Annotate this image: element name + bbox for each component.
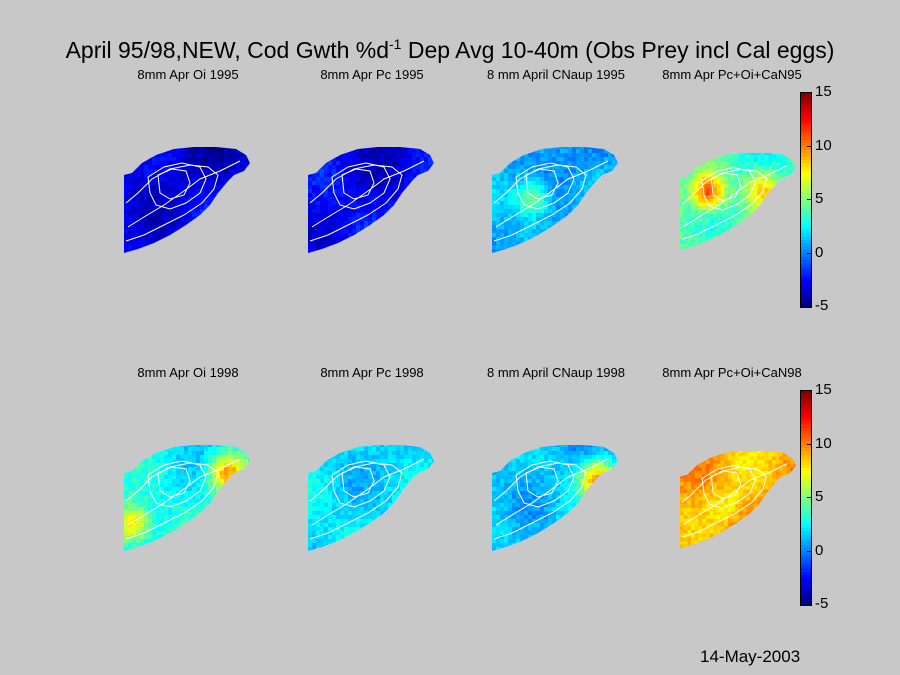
panel-map [680,152,796,251]
depth-contour [701,167,756,211]
colorbar-bottom [800,390,812,606]
colorbar-tick-mark [807,497,811,498]
colorbar-tick-mark [807,306,811,307]
panel-title: 8 mm April CNaup 1995 [486,67,625,82]
date-stamp: 14-May-2003 [700,647,801,666]
colorbar-tick-label: 5 [815,488,824,505]
colorbar-tick-label: 0 [815,541,824,559]
panel-title: 8mm Apr Pc 1998 [320,365,424,380]
depth-contour [681,466,768,538]
panel-map [492,147,618,253]
depth-contour [681,168,768,240]
depth-contour [515,460,575,508]
figure-title: April 95/98,NEW, Cod Gwth %d-1 Dep Avg 1… [65,36,835,63]
colorbar-tick-label: 5 [815,190,824,207]
colorbar-tick-label: 15 [815,381,832,398]
panel-title: 8mm Apr Oi 1995 [137,67,239,82]
panel-title: 8mm Apr Oi 1998 [137,365,239,380]
depth-contour [127,458,241,526]
colorbar-tick-mark [807,390,811,391]
colorbar-tick-label: 15 [815,83,832,100]
panel-title: 8mm Apr Pc+Oi+CaN95 [662,67,802,82]
colorbar-tick-label: -5 [815,297,829,314]
colorbar-top [800,92,812,308]
colorbar-tick-mark [807,550,811,552]
panel-title: 8mm Apr Pc+Oi+CaN98 [662,365,802,380]
colorbar-tick-label: -5 [815,595,829,612]
depth-contour [515,162,575,210]
depth-contour [309,462,403,540]
depth-contour [125,164,219,242]
panel-map [492,445,618,551]
depth-contour [147,162,207,210]
panel-map [124,445,250,551]
depth-contour [701,465,756,509]
depth-contour [147,460,207,508]
colorbar-tick-mark [807,252,811,254]
depth-contour [493,164,587,242]
colorbar-tick-label: 0 [815,243,824,261]
colorbar-tick-mark [807,199,811,200]
depth-contour [495,160,609,228]
depth-contour [493,462,587,540]
colorbar-tick-label: 10 [815,434,832,452]
panel-map [124,147,250,253]
depth-contour [125,462,219,540]
depth-contour [683,463,787,525]
depth-contour [495,458,609,526]
panel-map [308,147,434,253]
depth-contour [331,162,391,210]
panel-title: 8 mm April CNaup 1998 [486,365,625,380]
depth-contour [311,160,425,228]
depth-contour [309,164,403,242]
depth-contour [331,460,391,508]
depth-contour [683,165,787,227]
colorbar-tick-mark [807,604,811,605]
colorbar-tick-mark [807,92,811,93]
colorbar-tick-mark [807,145,811,147]
depth-contour [127,160,241,228]
panel-map [308,445,434,551]
panel-title: 8mm Apr Pc 1995 [320,67,424,82]
panel-map [680,450,796,549]
colorbar-tick-mark [807,443,811,445]
colorbar-tick-label: 10 [815,136,832,154]
depth-contour [311,458,425,526]
